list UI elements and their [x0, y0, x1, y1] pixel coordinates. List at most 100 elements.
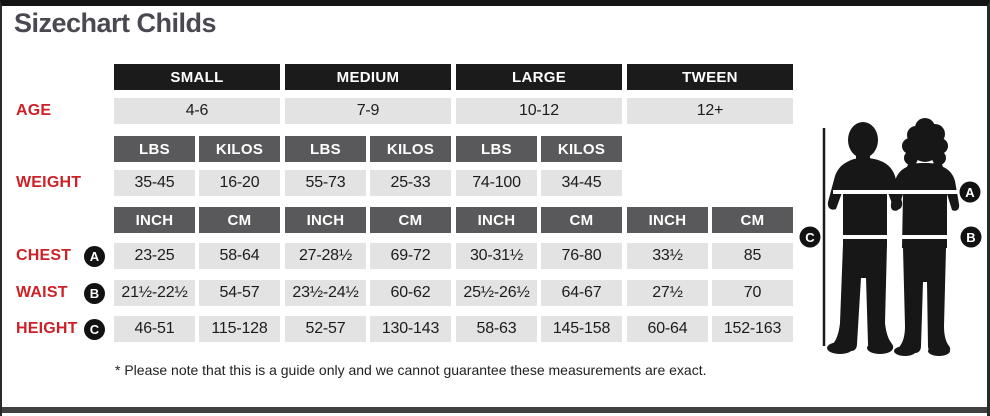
row-label-weight: WEIGHT [16, 174, 82, 191]
unit-header-kilos: KILOS [541, 136, 622, 162]
figure-marker-c: C [799, 226, 821, 248]
chest-group-tween: 33½ 85 [627, 243, 793, 269]
chest-inch: 27-28½ [285, 243, 366, 269]
unit-group: LBS KILOS [114, 136, 280, 162]
size-header-large: LARGE [456, 64, 622, 90]
waist-group-small: 21½-22½ 54-57 [114, 280, 280, 306]
age-value: 7-9 [285, 98, 451, 124]
weight-lbs: 55-73 [285, 170, 366, 196]
figure-marker-b: B [960, 226, 982, 248]
unit-header-cm: CM [199, 207, 280, 233]
weight-group-large: 74-100 34-45 [456, 170, 622, 196]
waist-group-large: 25½-26½ 64-67 [456, 280, 622, 306]
age-value: 12+ [627, 98, 793, 124]
height-group-tween: 60-64 152-163 [627, 316, 793, 342]
weight-units-row: LBS KILOS LBS KILOS LBS KILOS [2, 136, 793, 162]
unit-header-inch: INCH [285, 207, 366, 233]
marker-b-badge: B [84, 282, 105, 304]
unit-group: LBS KILOS [456, 136, 622, 162]
height-row: HEIGHT C 46-51 115-128 52-57 130-143 58-… [2, 316, 793, 342]
chest-group-large: 30-31½ 76-80 [456, 243, 622, 269]
height-inch: 60-64 [627, 316, 708, 342]
waist-cm: 70 [712, 280, 793, 306]
waist-inch: 23½-24½ [285, 280, 366, 306]
unit-header-cm: CM [370, 207, 451, 233]
unit-header-lbs: LBS [114, 136, 195, 162]
weight-lbs: 74-100 [456, 170, 537, 196]
label-spacer [2, 136, 109, 162]
unit-group: LBS KILOS [285, 136, 451, 162]
weight-kilos: 34-45 [541, 170, 622, 196]
label-spacer [2, 64, 109, 90]
footnote-text: * Please note that this is a guide only … [115, 362, 707, 378]
chest-row: CHEST A 23-25 58-64 27-28½ 69-72 30-31½ … [2, 243, 793, 269]
height-group-large: 58-63 145-158 [456, 316, 622, 342]
height-inch: 46-51 [114, 316, 195, 342]
height-cm: 115-128 [199, 316, 280, 342]
height-inch: 58-63 [456, 316, 537, 342]
age-value: 4-6 [114, 98, 280, 124]
chest-cm: 69-72 [370, 243, 451, 269]
marker-a-badge: A [84, 245, 105, 267]
children-silhouette-figure: A B C [799, 118, 982, 356]
figure-marker-a: A [959, 181, 981, 203]
waist-inch: 21½-22½ [114, 280, 195, 306]
bottom-border-bar [2, 407, 987, 413]
unit-group: INCH CM [627, 207, 793, 233]
waist-inch: 25½-26½ [456, 280, 537, 306]
page-title: Sizechart Childs [14, 8, 217, 38]
waist-label-cell: WAIST B [2, 280, 109, 306]
chest-cm: 76-80 [541, 243, 622, 269]
age-label-cell: AGE [2, 98, 109, 124]
size-header-row: SMALL MEDIUM LARGE TWEEN [2, 64, 793, 90]
unit-header-inch: INCH [114, 207, 195, 233]
chest-inch: 30-31½ [456, 243, 537, 269]
height-cm: 130-143 [370, 316, 451, 342]
measure-units-row: INCH CM INCH CM INCH CM INCH CM [2, 207, 793, 233]
unit-header-lbs: LBS [456, 136, 537, 162]
chest-label-cell: CHEST A [2, 243, 109, 269]
waist-cm: 60-62 [370, 280, 451, 306]
unit-header-kilos: KILOS [199, 136, 280, 162]
label-spacer [2, 207, 109, 233]
age-value: 10-12 [456, 98, 622, 124]
unit-header-inch: INCH [456, 207, 537, 233]
size-header-tween: TWEEN [627, 64, 793, 90]
row-label-chest: CHEST [16, 247, 72, 264]
weight-group-medium: 55-73 25-33 [285, 170, 451, 196]
chest-cm: 58-64 [199, 243, 280, 269]
size-header-medium: MEDIUM [285, 64, 451, 90]
weight-label-cell: WEIGHT [2, 170, 109, 196]
boy-silhouette [827, 122, 903, 354]
unit-group: INCH CM [114, 207, 280, 233]
age-row: AGE 4-6 7-9 10-12 12+ [2, 98, 793, 124]
waist-cm: 64-67 [541, 280, 622, 306]
height-inch: 52-57 [285, 316, 366, 342]
empty-cell [627, 136, 793, 162]
row-label-age: AGE [16, 102, 52, 119]
girl-silhouette [890, 118, 960, 356]
height-cm: 145-158 [541, 316, 622, 342]
marker-a-label: A [965, 185, 975, 200]
weight-row: WEIGHT 35-45 16-20 55-73 25-33 74-100 34… [2, 170, 793, 196]
waist-cm: 54-57 [199, 280, 280, 306]
unit-header-inch: INCH [627, 207, 708, 233]
unit-header-cm: CM [541, 207, 622, 233]
marker-c-badge: C [84, 318, 105, 340]
waist-group-medium: 23½-24½ 60-62 [285, 280, 451, 306]
chest-inch: 33½ [627, 243, 708, 269]
marker-b-label: B [966, 230, 975, 245]
waist-row: WAIST B 21½-22½ 54-57 23½-24½ 60-62 25½-… [2, 280, 793, 306]
unit-group: INCH CM [456, 207, 622, 233]
unit-header-kilos: KILOS [370, 136, 451, 162]
chest-group-medium: 27-28½ 69-72 [285, 243, 451, 269]
weight-lbs: 35-45 [114, 170, 195, 196]
chest-group-small: 23-25 58-64 [114, 243, 280, 269]
size-header-small: SMALL [114, 64, 280, 90]
row-label-waist: WAIST [16, 284, 68, 301]
unit-header-cm: CM [712, 207, 793, 233]
weight-group-small: 35-45 16-20 [114, 170, 280, 196]
height-label-cell: HEIGHT C [2, 316, 109, 342]
height-group-small: 46-51 115-128 [114, 316, 280, 342]
